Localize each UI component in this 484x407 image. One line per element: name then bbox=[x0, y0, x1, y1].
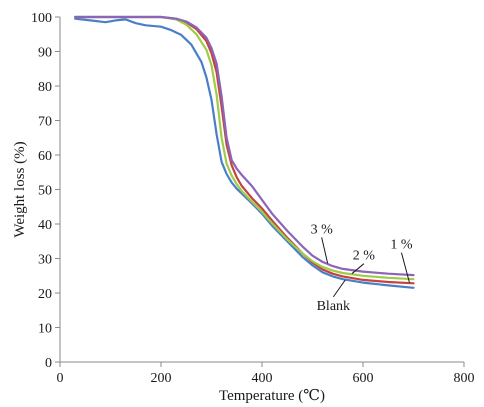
y-tick-label: 0 bbox=[45, 356, 52, 371]
y-ticks: 0 10 20 30 40 50 60 70 80 90 100 bbox=[31, 11, 60, 371]
y-tick-label: 50 bbox=[38, 184, 52, 199]
annotation-label: 2 % bbox=[353, 249, 376, 264]
annotation-label: 1 % bbox=[390, 238, 413, 253]
series-line-2 bbox=[74, 15, 415, 281]
y-tick-label: 20 bbox=[38, 287, 52, 302]
y-tick-label: 90 bbox=[38, 46, 52, 61]
y-tick-label: 60 bbox=[38, 149, 52, 164]
x-tick-label: 600 bbox=[353, 371, 374, 386]
annotation-label: Blank bbox=[317, 299, 350, 314]
annotation-leader bbox=[400, 252, 410, 283]
series-line-1 bbox=[74, 15, 415, 285]
y-tick-label: 10 bbox=[38, 322, 52, 337]
annotation-leader bbox=[332, 279, 346, 298]
y-tick-label: 80 bbox=[38, 80, 52, 95]
annotation-leader bbox=[321, 237, 329, 264]
x-tick-label: 0 bbox=[57, 371, 64, 386]
axes bbox=[59, 17, 464, 363]
annotation-label: 3 % bbox=[311, 222, 334, 237]
y-tick-label: 100 bbox=[31, 11, 52, 26]
y-tick-label: 40 bbox=[38, 218, 52, 233]
x-tick-label: 400 bbox=[252, 371, 273, 386]
x-tick-label: 800 bbox=[454, 371, 475, 386]
x-tick-label: 200 bbox=[151, 371, 172, 386]
series-line-3 bbox=[74, 15, 415, 277]
y-tick-label: 30 bbox=[38, 253, 52, 268]
x-ticks: 0 200 400 600 800 bbox=[57, 362, 475, 386]
annotation-leader bbox=[351, 263, 365, 275]
y-tick-label: 70 bbox=[38, 115, 52, 130]
series-line-blank bbox=[74, 17, 415, 289]
y-axis-title: Weight loss (%) bbox=[12, 141, 28, 237]
annotation-layer: 3 % 2 % 1 % Blank bbox=[311, 222, 413, 314]
series-layer bbox=[74, 15, 415, 289]
x-axis-title: Temperature (℃) bbox=[219, 388, 325, 404]
